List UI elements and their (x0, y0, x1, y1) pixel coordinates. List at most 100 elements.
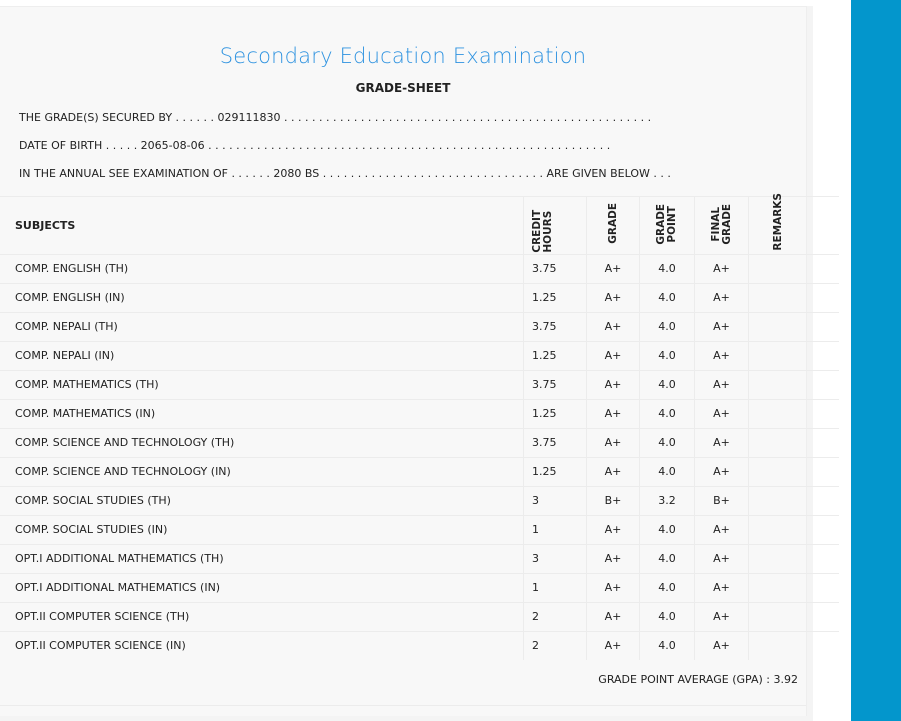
cell-grade: A+ (586, 543, 640, 574)
cell-credit-hours: 3.75 (523, 369, 587, 400)
cell-credit-hours: 2 (523, 630, 587, 660)
cell-subject: OPT.I ADDITIONAL MATHEMATICS (IN) (0, 572, 524, 603)
cell-final-grade: A+ (694, 398, 749, 429)
header-remarks: REMARKS (772, 193, 784, 251)
cell-subject: COMP. SCIENCE AND TECHNOLOGY (TH) (0, 427, 524, 458)
cell-grade: A+ (586, 601, 640, 632)
cell-grade-point: 4.0 (639, 630, 695, 660)
cell-final-grade: A+ (694, 427, 749, 458)
cell-grade: A+ (586, 282, 640, 313)
cell-grade: A+ (586, 398, 640, 429)
cell-grade-point: 3.2 (639, 485, 695, 516)
page-subtitle: GRADE-SHEET (355, 81, 451, 95)
table-row: COMP. SCIENCE AND TECHNOLOGY (TH) 3.75 A+ 4… (0, 427, 839, 458)
cell-grade: A+ (586, 340, 640, 371)
table-row: COMP. ENGLISH (IN) 1.25 A+ 4.0 A+ (0, 282, 839, 313)
cell-grade: A+ (586, 572, 640, 603)
cell-credit-hours: 1 (523, 514, 587, 545)
cell-grade-point: 4.0 (639, 427, 695, 458)
cell-subject: COMP. MATHEMATICS (IN) (0, 398, 524, 429)
cell-grade: B+ (586, 485, 640, 516)
cell-credit-hours: 3.75 (523, 427, 587, 458)
cell-subject: OPT.I ADDITIONAL MATHEMATICS (TH) (0, 543, 524, 574)
cell-subject: COMP. NEPALI (TH) (0, 311, 524, 342)
cell-final-grade: A+ (694, 311, 749, 342)
cell-grade-point: 4.0 (639, 572, 695, 603)
cell-remarks (748, 282, 839, 313)
cell-final-grade: A+ (694, 601, 749, 632)
table-row: OPT.II COMPUTER SCIENCE (IN) 2 A+ 4.0 A+ (0, 630, 839, 660)
sidebar-bar (851, 0, 901, 721)
cell-credit-hours: 1.25 (523, 456, 587, 487)
cell-grade: A+ (586, 630, 640, 660)
cell-grade: A+ (586, 253, 640, 284)
cell-grade-point: 4.0 (639, 601, 695, 632)
cell-remarks (748, 485, 839, 516)
cell-grade-point: 4.0 (639, 398, 695, 429)
cell-grade-point: 4.0 (639, 369, 695, 400)
cell-grade: A+ (586, 311, 640, 342)
cell-remarks (748, 253, 839, 284)
cell-grade-point: 4.0 (639, 456, 695, 487)
cell-remarks (748, 630, 839, 660)
cell-grade-point: 4.0 (639, 543, 695, 574)
dob-line: DATE OF BIRTH . . . . . 2065-08-06 . . .… (19, 139, 611, 152)
page-title: Secondary Education Examination (219, 44, 587, 68)
cell-final-grade: A+ (694, 630, 749, 660)
table-row: OPT.II COMPUTER SCIENCE (TH) 2 A+ 4.0 A+ (0, 601, 839, 632)
header-grade-point: GRADE POINT (655, 203, 678, 245)
cell-remarks (748, 572, 839, 603)
header-subjects: SUBJECTS (0, 196, 524, 255)
cell-subject: OPT.II COMPUTER SCIENCE (TH) (0, 601, 524, 632)
cell-remarks (748, 427, 839, 458)
cell-final-grade: A+ (694, 456, 749, 487)
cell-remarks (748, 514, 839, 545)
header-grade: GRADE (606, 203, 619, 245)
grades-table: SUBJECTS CREDIT HOURS GRADE GRADE POINT … (0, 193, 839, 660)
cell-final-grade: A+ (694, 572, 749, 603)
cell-remarks (748, 311, 839, 342)
cell-grade-point: 4.0 (639, 514, 695, 545)
cell-grade-point: 4.0 (639, 253, 695, 284)
cell-credit-hours: 3.75 (523, 311, 587, 342)
table-row: COMP. SOCIAL STUDIES (TH) 3 B+ 3.2 B+ (0, 485, 839, 516)
cell-final-grade: A+ (694, 514, 749, 545)
table-row: COMP. NEPALI (IN) 1.25 A+ 4.0 A+ (0, 340, 839, 371)
cell-grade: A+ (586, 514, 640, 545)
cell-grade: A+ (586, 369, 640, 400)
table-header-row: SUBJECTS CREDIT HOURS GRADE GRADE POINT … (0, 193, 839, 255)
secured-by-line: THE GRADE(S) SECURED BY . . . . . . 0291… (19, 111, 652, 124)
cell-credit-hours: 1.25 (523, 282, 587, 313)
table-row: COMP. ENGLISH (TH) 3.75 A+ 4.0 A+ (0, 253, 839, 284)
table-row: OPT.I ADDITIONAL MATHEMATICS (IN) 1 A+ 4.0 A… (0, 572, 839, 603)
divider (0, 705, 806, 706)
cell-final-grade: A+ (694, 253, 749, 284)
cell-credit-hours: 1 (523, 572, 587, 603)
table-row: COMP. NEPALI (TH) 3.75 A+ 4.0 A+ (0, 311, 839, 342)
table-row: COMP. MATHEMATICS (IN) 1.25 A+ 4.0 A+ (0, 398, 839, 429)
table-row: COMP. SOCIAL STUDIES (IN) 1 A+ 4.0 A+ (0, 514, 839, 545)
cell-grade-point: 4.0 (639, 311, 695, 342)
cell-grade: A+ (586, 427, 640, 458)
exam-line: IN THE ANNUAL SEE EXAMINATION OF . . . .… (19, 167, 671, 180)
cell-remarks (748, 398, 839, 429)
cell-subject: OPT.II COMPUTER SCIENCE (IN) (0, 630, 524, 660)
cell-remarks (748, 601, 839, 632)
cell-final-grade: A+ (694, 282, 749, 313)
cell-final-grade: B+ (694, 485, 749, 516)
header-credit-hours: CREDIT HOURS (531, 209, 554, 253)
cell-credit-hours: 2 (523, 601, 587, 632)
cell-credit-hours: 3 (523, 543, 587, 574)
cell-grade: A+ (586, 456, 640, 487)
table-row: COMP. MATHEMATICS (TH) 3.75 A+ 4.0 A+ (0, 369, 839, 400)
cell-subject: COMP. SCIENCE AND TECHNOLOGY (IN) (0, 456, 524, 487)
cell-remarks (748, 456, 839, 487)
cell-credit-hours: 3 (523, 485, 587, 516)
cell-subject: COMP. ENGLISH (IN) (0, 282, 524, 313)
gpa-value: GRADE POINT AVERAGE (GPA) : 3.92 (598, 673, 798, 686)
cell-final-grade: A+ (694, 340, 749, 371)
cell-grade-point: 4.0 (639, 340, 695, 371)
cell-subject: COMP. SOCIAL STUDIES (TH) (0, 485, 524, 516)
cell-subject: COMP. MATHEMATICS (TH) (0, 369, 524, 400)
cell-final-grade: A+ (694, 369, 749, 400)
